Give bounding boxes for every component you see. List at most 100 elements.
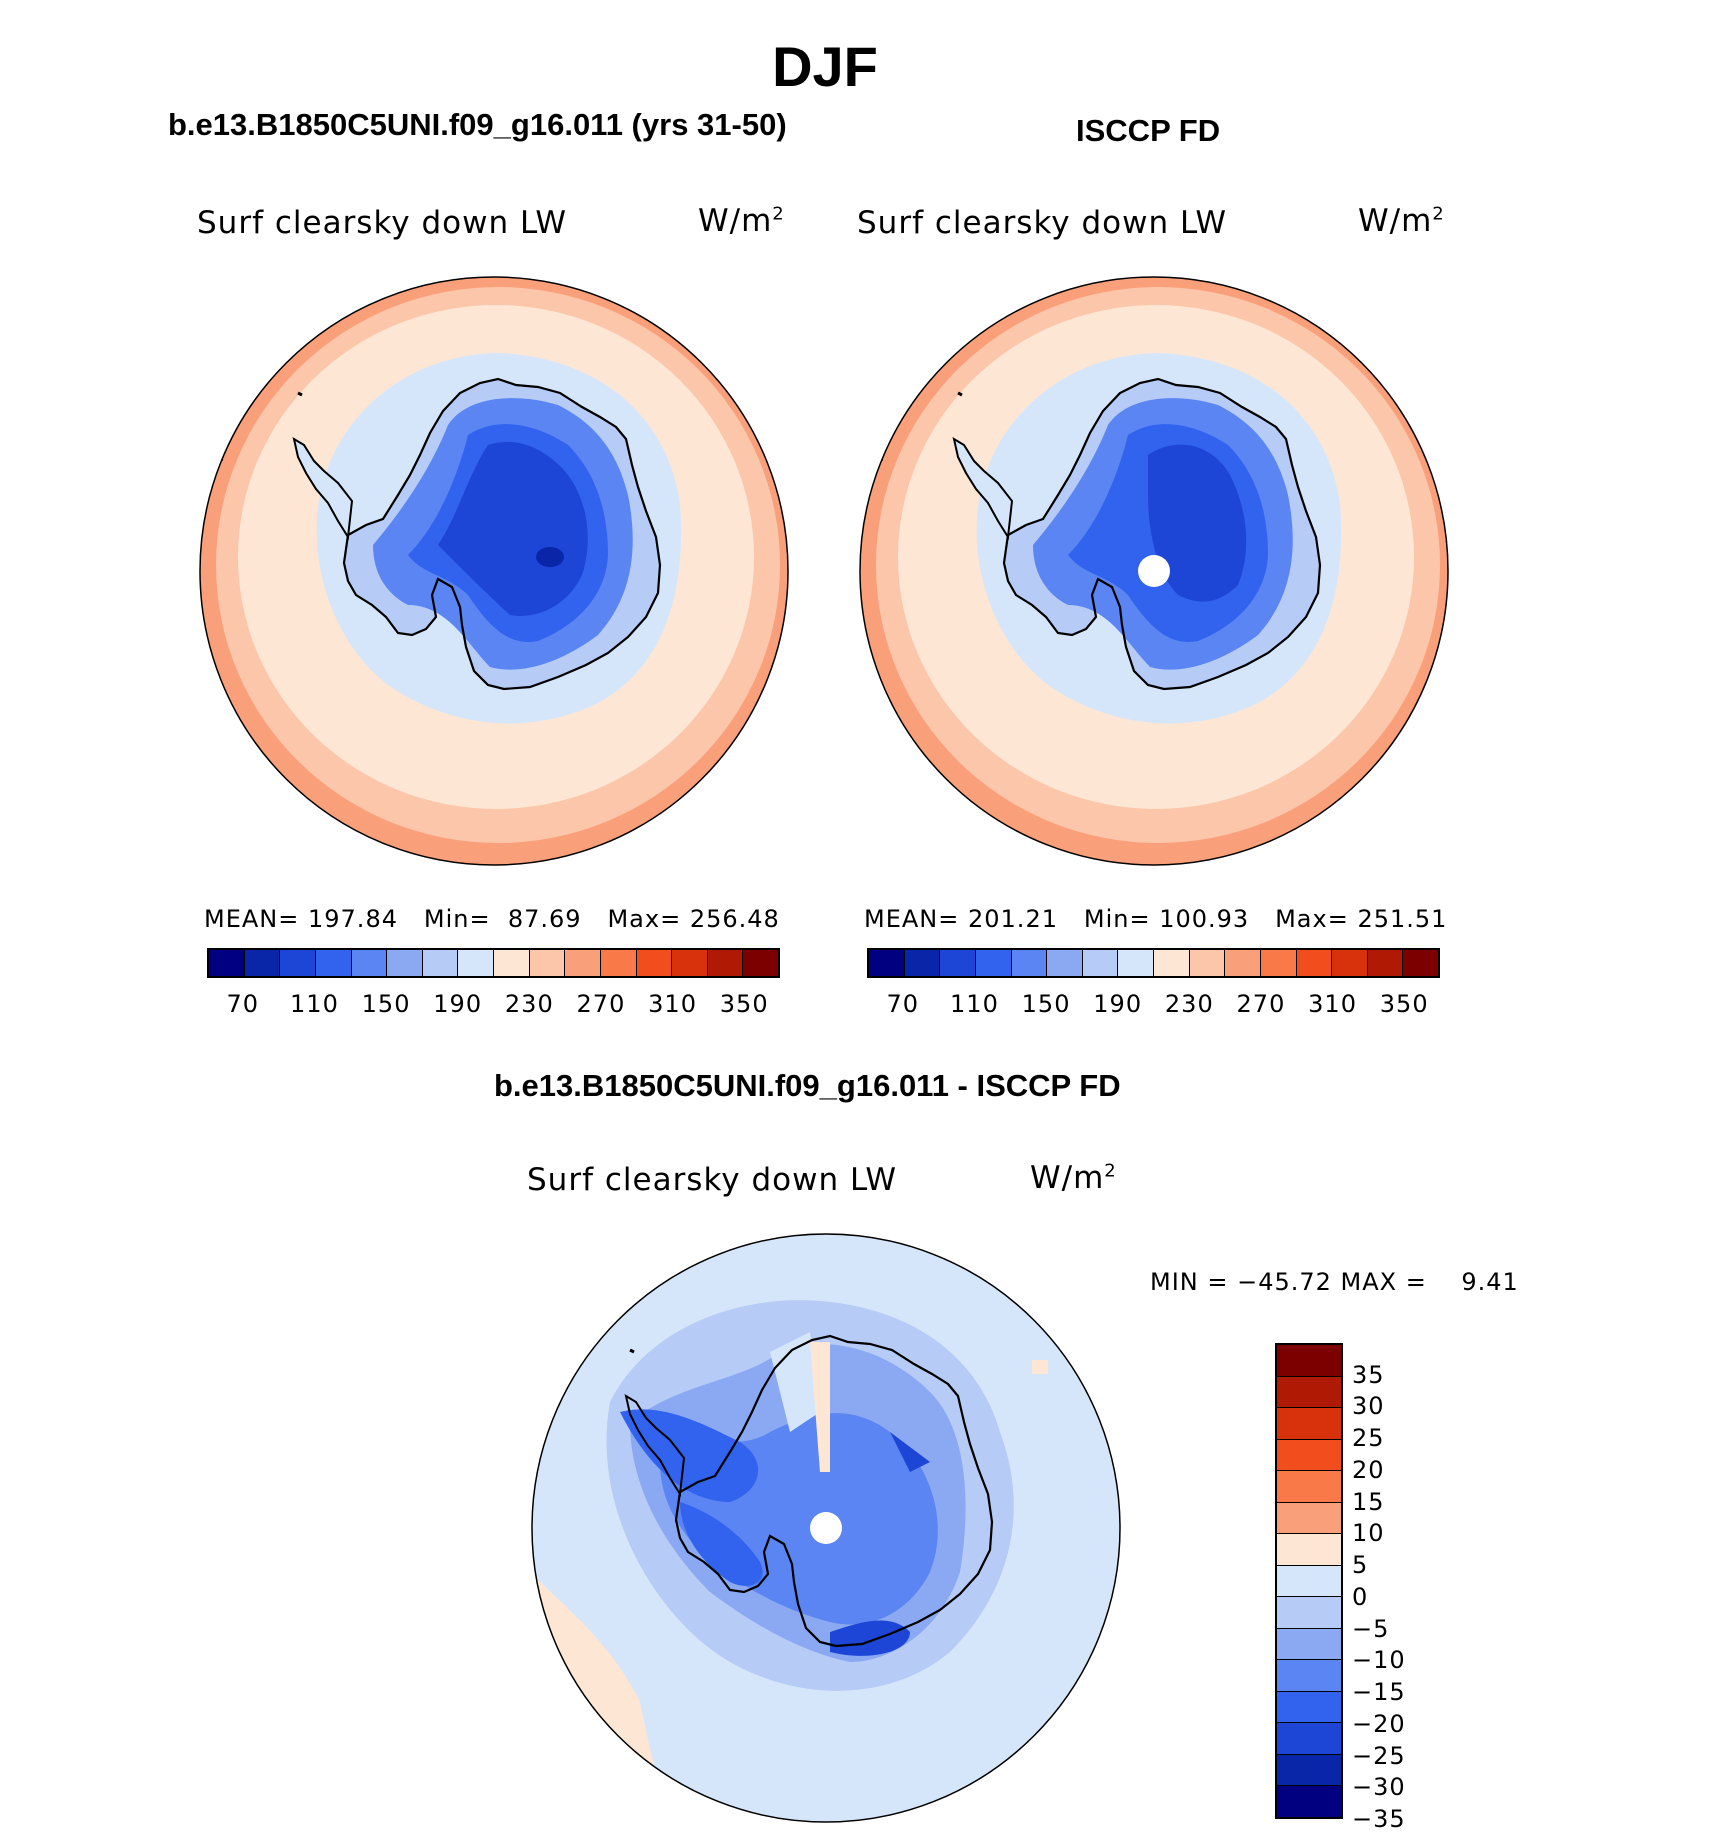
negative-anomaly	[680, 1502, 763, 1586]
panel-2-polar-map	[859, 276, 1449, 866]
colorbar-swatch	[1277, 1502, 1341, 1535]
colorbar-tick-label: 25	[1352, 1424, 1385, 1453]
colorbar-swatch	[1277, 1471, 1341, 1503]
peninsula-fill	[294, 439, 352, 537]
colorbar-swatch	[672, 950, 708, 976]
colorbar-swatch	[600, 950, 637, 976]
colorbar-tick-label: 350	[719, 990, 769, 1018]
map-border	[859, 276, 1449, 866]
colorbar-swatch	[975, 950, 1012, 976]
colorbar-swatch	[209, 950, 245, 976]
colorbar-tick-label: 230	[504, 990, 554, 1018]
colorbar-swatch	[387, 950, 423, 976]
colorbar-swatch	[1118, 950, 1154, 976]
colorbar-tick-label: 30	[1352, 1392, 1385, 1421]
colorbar-swatch	[1011, 950, 1048, 976]
colorbar-tick-label: 5	[1352, 1551, 1369, 1580]
negative-anomaly	[620, 1409, 759, 1502]
coastline	[1002, 377, 1322, 691]
coastline	[292, 436, 354, 540]
map-border	[531, 1233, 1121, 1823]
pole-hole	[810, 1512, 842, 1544]
colorbar-tick-label: 190	[1093, 990, 1143, 1018]
colorbar-tick-label: 230	[1164, 990, 1214, 1018]
colorbar-tick-label: 110	[950, 990, 999, 1018]
colorbar-swatch	[743, 950, 778, 976]
colorbar-swatch	[1277, 1376, 1341, 1409]
coastline	[624, 1393, 686, 1497]
colorbar-swatch	[529, 950, 566, 976]
colorbar-swatch	[1277, 1439, 1341, 1472]
colorbar-tick-label: 0	[1352, 1582, 1369, 1611]
panel-3-polar-map	[531, 1233, 1121, 1823]
colorbar-tick-label: 35	[1352, 1360, 1385, 1389]
panel-1-units: W/m2	[698, 203, 785, 239]
colorbar-swatch	[1277, 1660, 1341, 1692]
panel-3-colorbar	[1275, 1343, 1343, 1819]
colorbar-swatch	[280, 950, 316, 976]
colorbar-swatch	[869, 950, 905, 976]
colorbar-swatch	[1403, 950, 1438, 976]
colorbar-swatch	[1277, 1723, 1341, 1755]
panel-1-variable: Surf clearsky down LW	[197, 205, 568, 241]
panel-2-units: W/m2	[1358, 203, 1445, 239]
negative-anomaly	[830, 1620, 910, 1656]
contour-region	[536, 547, 564, 567]
panel-1-polar-map	[199, 276, 789, 866]
positive-anomaly	[810, 1342, 830, 1472]
island	[957, 391, 963, 397]
colorbar-tick-label: 310	[648, 990, 697, 1018]
colorbar-swatch	[1277, 1691, 1341, 1724]
panel-3-variable: Surf clearsky down LW	[527, 1162, 898, 1198]
colorbar-swatch	[1047, 950, 1083, 976]
colorbar-swatch	[1277, 1565, 1341, 1598]
colorbar-tick-label: −30	[1352, 1773, 1406, 1802]
colorbar-swatch	[1082, 950, 1119, 976]
colorbar-swatch	[458, 950, 494, 976]
colorbar-swatch	[1277, 1597, 1341, 1629]
panel-3-units: W/m2	[1030, 1160, 1117, 1196]
colorbar-tick-label: −15	[1352, 1678, 1406, 1707]
colorbar-swatch	[940, 950, 976, 976]
colorbar-swatch	[244, 950, 281, 976]
negative-anomaly	[890, 1432, 930, 1472]
colorbar-tick-label: −25	[1352, 1741, 1406, 1770]
panel-1-colorbar	[207, 948, 780, 978]
colorbar-swatch	[707, 950, 744, 976]
panel-2-stats: MEAN= 201.21 Min= 100.93 Max= 251.51	[864, 905, 1448, 933]
panel-2-colorbar	[867, 948, 1440, 978]
colorbar-tick-label: 20	[1352, 1455, 1385, 1484]
panel-3-title: b.e13.B1850C5UNI.f09_g16.011 - ISCCP FD	[494, 1068, 1121, 1103]
panel-1-title: b.e13.B1850C5UNI.f09_g16.011 (yrs 31-50)	[168, 107, 787, 142]
contour-region	[438, 441, 588, 616]
colorbar-swatch	[904, 950, 941, 976]
colorbar-swatch	[1277, 1408, 1341, 1440]
colorbar-tick-label: 270	[576, 990, 626, 1018]
colorbar-swatch	[351, 950, 388, 976]
figure-title: DJF	[772, 35, 878, 98]
panel-2-variable: Surf clearsky down LW	[857, 205, 1228, 241]
panel-1-stats: MEAN= 197.84 Min= 87.69 Max= 256.48	[204, 905, 780, 933]
colorbar-swatch	[494, 950, 530, 976]
colorbar-swatch	[1225, 950, 1261, 976]
colorbar-tick-label: 190	[433, 990, 483, 1018]
colorbar-tick-label: 15	[1352, 1487, 1385, 1516]
colorbar-tick-label: 70	[886, 990, 920, 1018]
panel-2-title: ISCCP FD	[1076, 113, 1221, 148]
colorbar-tick-label: 350	[1379, 990, 1429, 1018]
colorbar-tick-label: 150	[361, 990, 411, 1018]
colorbar-tick-label: 270	[1236, 990, 1286, 1018]
island	[629, 1348, 635, 1354]
colorbar-tick-label: −35	[1352, 1805, 1406, 1833]
coastline	[342, 377, 662, 691]
colorbar-swatch	[315, 950, 352, 976]
colorbar-tick-label: −5	[1352, 1614, 1390, 1643]
coastline	[674, 1334, 994, 1648]
colorbar-swatch	[565, 950, 601, 976]
map-border	[199, 276, 789, 866]
colorbar-tick-label: 150	[1021, 990, 1071, 1018]
colorbar-tick-label: 10	[1352, 1519, 1385, 1548]
colorbar-swatch	[1277, 1786, 1341, 1817]
contour-region	[1148, 444, 1247, 602]
pole-hole	[1138, 555, 1170, 587]
